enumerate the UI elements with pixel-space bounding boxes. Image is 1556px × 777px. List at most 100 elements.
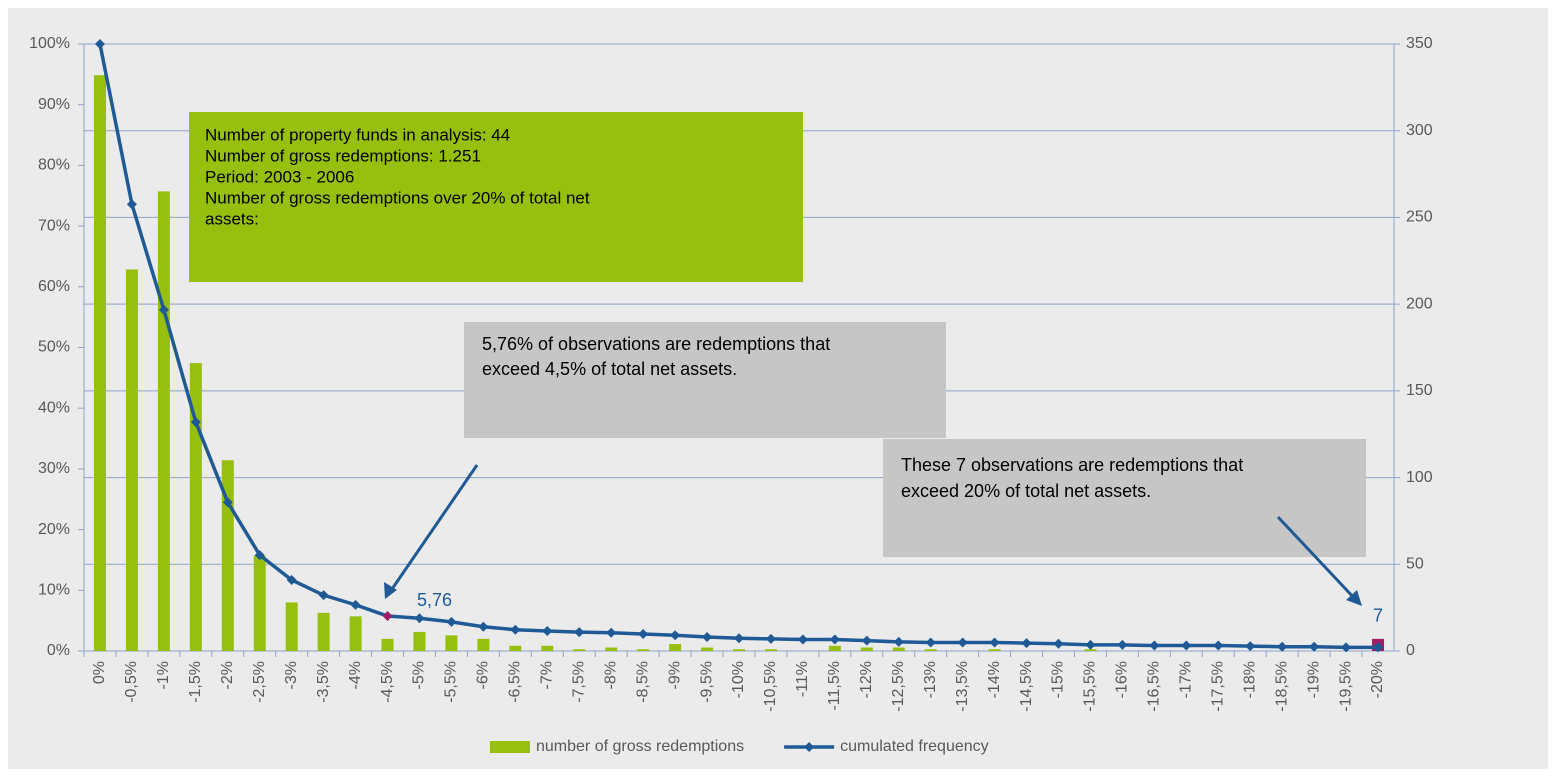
bar — [988, 649, 1001, 651]
plot-area: 0 50 100 150 200 250 300 350 0% 10% 20% 30% 40% 50% 60… — [29, 35, 1433, 711]
bar — [892, 647, 905, 651]
x-tick-label: -8% — [602, 661, 619, 689]
line-marker — [925, 637, 936, 648]
y2-tick-label: 250 — [1406, 209, 1433, 226]
y-tick-label: 20% — [38, 521, 70, 538]
bar — [701, 647, 714, 651]
x-tick-label: -12,5% — [890, 661, 907, 712]
x-tick-label: -0,5% — [123, 661, 140, 703]
line-marker — [318, 590, 329, 601]
x-tick-label: -16% — [1114, 661, 1131, 698]
x-tick-label: -11% — [794, 661, 811, 697]
line-marker — [957, 637, 968, 648]
bar — [93, 75, 106, 651]
y-tick-label: 60% — [38, 278, 70, 295]
line-marker — [734, 633, 744, 644]
line-marker — [1149, 640, 1160, 651]
line-marker — [702, 632, 713, 643]
bar — [509, 645, 522, 651]
line-marker — [94, 39, 105, 49]
x-tick-label: -4% — [347, 661, 364, 689]
line-marker — [893, 636, 904, 647]
y2-tick-label: 0 — [1406, 642, 1415, 659]
legend-label: number of gross redemptions — [536, 738, 744, 755]
line-marker — [446, 616, 457, 627]
line-marker — [638, 629, 649, 640]
x-tick-label: -6% — [475, 661, 492, 689]
x-tick-label: -18% — [1241, 661, 1258, 698]
x-tick-label: -16,5% — [1146, 661, 1163, 712]
x-tick-label: -14% — [986, 661, 1003, 698]
x-tick-label: -12% — [858, 661, 875, 698]
note-box — [883, 439, 1366, 557]
bar — [637, 649, 650, 651]
x-tick-label: -10% — [730, 661, 747, 698]
line-marker — [286, 574, 297, 585]
x-tick-label: -7,5% — [570, 661, 587, 703]
line-marker — [765, 633, 776, 644]
line-marker — [1085, 639, 1096, 650]
y-tick-label: 0% — [47, 642, 70, 659]
y2-tick-label: 350 — [1406, 35, 1433, 52]
x-tick-label: -2% — [219, 661, 236, 689]
x-tick-label: -9% — [666, 661, 683, 689]
line-marker — [414, 613, 425, 624]
line-marker — [1213, 640, 1224, 651]
line-marker — [190, 417, 201, 428]
x-tick-label: -13,5% — [954, 661, 971, 712]
value-label: 7 — [1373, 606, 1383, 626]
bar — [573, 649, 586, 651]
bar — [860, 647, 873, 651]
x-tick-label: -9,5% — [698, 661, 715, 703]
line-marker — [574, 627, 585, 638]
x-tick-label: -14,5% — [1018, 661, 1035, 712]
bar — [1084, 649, 1097, 651]
x-tick-label: -1% — [155, 661, 172, 689]
bar — [189, 363, 202, 651]
line-marker — [254, 550, 265, 561]
line-marker — [542, 625, 553, 636]
annotations: Number of property funds in analysis: 44… — [189, 112, 1366, 606]
line-marker — [1053, 638, 1064, 649]
bar — [477, 638, 490, 651]
x-tick-label: -19,5% — [1337, 661, 1354, 712]
line-marker — [478, 621, 489, 632]
legend-label: cumulated frequency — [840, 738, 989, 755]
x-tick-label: -13% — [922, 661, 939, 698]
x-tick-label: -8,5% — [634, 661, 651, 703]
bar — [669, 644, 682, 651]
x-tick-label: -18,5% — [1273, 661, 1290, 712]
line-marker — [797, 634, 808, 645]
x-tick-label: -3,5% — [315, 661, 332, 703]
y-tick-label: 30% — [38, 460, 70, 477]
line-marker — [1373, 642, 1384, 653]
bar — [157, 191, 170, 651]
line-marker — [1245, 641, 1256, 652]
annotation-text: Number of gross redemptions over 20% of … — [205, 188, 590, 207]
bar — [381, 638, 394, 651]
y-tick-label: 70% — [38, 217, 70, 234]
x-tick-label: -4,5% — [379, 661, 396, 703]
line-marker — [382, 611, 393, 622]
bar — [445, 635, 458, 651]
annotation-text: Period: 2003 - 2006 — [205, 167, 354, 186]
y-tick-label: 40% — [38, 399, 70, 416]
bar — [764, 649, 777, 651]
line-marker — [1181, 640, 1192, 651]
bar — [317, 612, 330, 651]
line-marker — [510, 624, 521, 635]
annotation-text: These 7 observations are redemptions tha… — [901, 455, 1243, 475]
x-tick-label: -10,5% — [762, 661, 779, 712]
bar — [733, 649, 745, 651]
bar — [285, 602, 298, 651]
line-marker — [670, 630, 681, 641]
line-marker — [829, 634, 840, 645]
y-tick-label: 90% — [38, 96, 70, 113]
legend-marker — [804, 742, 815, 752]
line-marker — [989, 637, 1000, 648]
bar — [605, 647, 618, 651]
info-box — [189, 112, 803, 282]
arrow — [1276, 515, 1358, 602]
annotation-text: exceed 20% of total net assets. — [901, 481, 1151, 501]
